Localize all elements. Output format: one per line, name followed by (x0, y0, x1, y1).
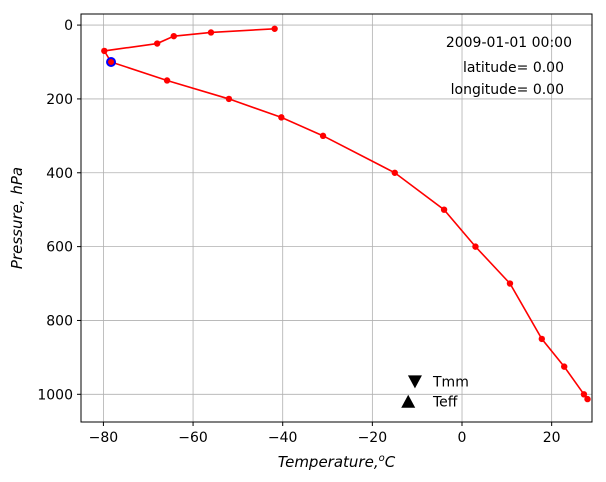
legend: Tmm Teff (401, 374, 469, 411)
data-point (163, 77, 171, 84)
data-point (538, 335, 545, 343)
data-point (319, 132, 327, 140)
data-point (440, 206, 448, 213)
data-point (584, 395, 591, 403)
grid-lines (81, 14, 592, 422)
data-point (506, 280, 514, 287)
data-point (271, 25, 278, 32)
y-tick-label: 600 (46, 240, 73, 256)
data-point (391, 169, 398, 176)
annotation-latitude: latitude= 0.00 (463, 60, 564, 76)
data-point (170, 32, 177, 40)
y-tick-label: 1000 (37, 387, 73, 403)
data-point (580, 391, 588, 398)
data-point (278, 114, 285, 121)
y-axis-label: Pressure, hPa (8, 167, 26, 269)
data-point (561, 363, 568, 370)
legend-label: Tmm (432, 374, 469, 390)
legend-label: Teff (432, 395, 458, 411)
data-point (225, 95, 233, 103)
tropopause-center-point (108, 59, 115, 65)
plot-area (101, 25, 591, 403)
annotation-longitude: longitude= 0.00 (451, 82, 564, 98)
y-tick-label: 400 (46, 166, 73, 182)
y-tick-label: 0 (64, 18, 73, 34)
x-tick-label: 20 (543, 430, 561, 446)
y-tick-label: 200 (46, 92, 73, 108)
y-tick-label: 800 (46, 313, 73, 329)
triangle-up-icon (401, 394, 416, 408)
x-tick-label: −20 (358, 430, 388, 446)
x-tick-label: −80 (89, 430, 119, 446)
annotation-datetime: 2009-01-01 00:00 (446, 35, 572, 51)
x-tick-label: −60 (178, 430, 208, 446)
data-point (472, 243, 479, 250)
x-tick-label: 0 (458, 430, 467, 446)
data-point (207, 29, 215, 36)
x-axis-label: Temperature,oC (278, 453, 396, 471)
triangle-down-icon (407, 375, 422, 389)
data-point (154, 40, 161, 47)
x-tick-label: −40 (268, 430, 298, 446)
axes-frame (80, 13, 593, 423)
data-point (101, 47, 108, 55)
